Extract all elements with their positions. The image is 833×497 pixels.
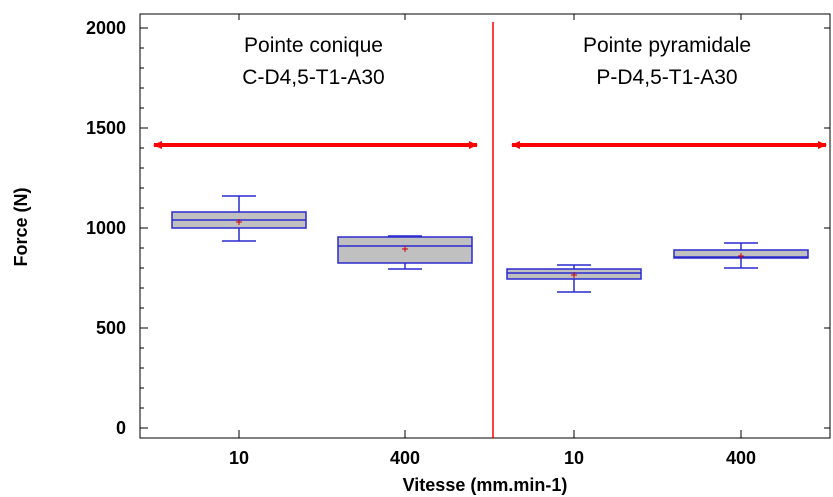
group-subtitle: P-D4,5-T1-A30 — [596, 66, 737, 89]
y-tick-label: 1500 — [86, 118, 126, 138]
x-tick-label: 10 — [229, 448, 249, 468]
x-tick-label: 400 — [390, 448, 420, 468]
group-subtitle: C-D4,5-T1-A30 — [242, 66, 384, 89]
group-title: Pointe pyramidale — [583, 34, 751, 57]
x-tick-label: 10 — [564, 448, 584, 468]
y-tick-label: 0 — [116, 418, 126, 438]
group-title: Pointe conique — [244, 34, 383, 57]
y-tick-label: 500 — [96, 318, 126, 338]
plot-frame — [139, 13, 831, 439]
y-axis-title: Force (N) — [11, 187, 31, 266]
x-tick-label: 400 — [726, 448, 756, 468]
y-tick-label: 1000 — [86, 218, 126, 238]
y-tick-label: 2000 — [86, 18, 126, 38]
x-axis-title: Vitesse (mm.min-1) — [403, 475, 568, 495]
